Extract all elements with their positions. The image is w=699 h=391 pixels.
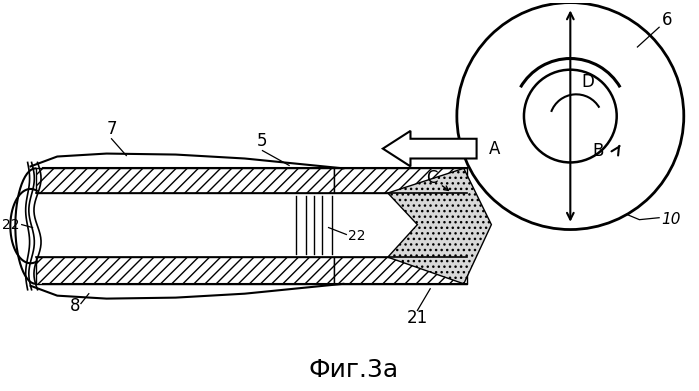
Text: C: C <box>426 169 438 187</box>
Text: 6: 6 <box>662 11 672 29</box>
Text: 22: 22 <box>348 230 366 244</box>
Polygon shape <box>383 131 477 167</box>
Text: 21: 21 <box>407 309 428 327</box>
Polygon shape <box>36 257 333 284</box>
Text: 7: 7 <box>106 120 117 138</box>
Text: 5: 5 <box>257 132 268 150</box>
Polygon shape <box>388 169 491 284</box>
Polygon shape <box>333 257 467 284</box>
Text: A: A <box>489 140 500 158</box>
Text: D: D <box>582 73 595 91</box>
Text: 8: 8 <box>70 296 80 314</box>
Text: 22: 22 <box>2 218 20 231</box>
Text: 10: 10 <box>661 212 681 227</box>
Text: B: B <box>592 142 604 160</box>
Polygon shape <box>333 169 467 193</box>
Text: Фиг.3a: Фиг.3a <box>308 358 398 382</box>
Polygon shape <box>36 169 333 193</box>
